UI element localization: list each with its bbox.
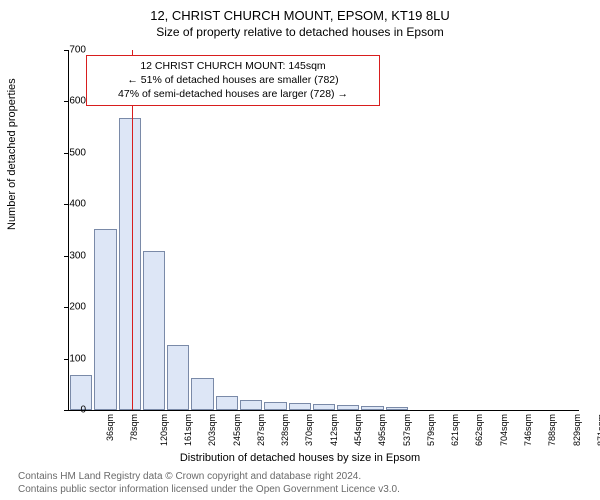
x-tick-label: 704sqm [499, 414, 509, 446]
x-tick-label: 245sqm [232, 414, 242, 446]
x-tick-label: 579sqm [426, 414, 436, 446]
y-tick-label: 600 [56, 96, 86, 107]
histogram-bar [119, 118, 141, 410]
histogram-bar [337, 405, 359, 410]
histogram-bar [143, 251, 165, 410]
histogram-bar [216, 396, 238, 410]
x-tick-label: 454sqm [353, 414, 363, 446]
y-tick-label: 400 [56, 199, 86, 210]
x-tick-label: 161sqm [183, 414, 193, 446]
x-tick-label: 120sqm [159, 414, 169, 446]
chart-subtitle: Size of property relative to detached ho… [0, 25, 600, 39]
x-tick-label: 495sqm [377, 414, 387, 446]
x-tick-label: 328sqm [280, 414, 290, 446]
annotation-line: 47% of semi-detached houses are larger (… [93, 87, 373, 101]
y-tick-label: 100 [56, 353, 86, 364]
annotation-line: ← 51% of detached houses are smaller (78… [93, 73, 373, 87]
x-tick-label: 662sqm [474, 414, 484, 446]
footer-line1: Contains HM Land Registry data © Crown c… [18, 471, 400, 484]
x-tick-label: 621sqm [450, 414, 460, 446]
chart-container: 12, CHRIST CHURCH MOUNT, EPSOM, KT19 8LU… [0, 0, 600, 500]
histogram-bar [167, 345, 189, 410]
histogram-bar [313, 404, 335, 410]
histogram-bar [240, 400, 262, 410]
x-tick-label: 746sqm [523, 414, 533, 446]
histogram-bar [361, 406, 383, 410]
histogram-bar [191, 378, 213, 410]
x-tick-label: 871sqm [596, 414, 600, 446]
y-axis-label: Number of detached properties [6, 78, 18, 230]
y-tick-label: 700 [56, 45, 86, 56]
x-tick-label: 36sqm [105, 414, 115, 441]
y-tick-label: 300 [56, 250, 86, 261]
histogram-bar [94, 229, 116, 410]
histogram-bar [264, 402, 286, 410]
chart-title: 12, CHRIST CHURCH MOUNT, EPSOM, KT19 8LU [0, 0, 600, 23]
x-tick-label: 287sqm [256, 414, 266, 446]
x-tick-label: 370sqm [304, 414, 314, 446]
y-tick-label: 500 [56, 147, 86, 158]
histogram-bar [289, 403, 311, 410]
x-axis-label: Distribution of detached houses by size … [0, 452, 600, 464]
x-tick-label: 412sqm [329, 414, 339, 446]
footer: Contains HM Land Registry data © Crown c… [18, 471, 400, 496]
footer-line2: Contains public sector information licen… [18, 484, 400, 497]
x-tick-label: 537sqm [402, 414, 412, 446]
y-tick-label: 0 [56, 405, 86, 416]
x-tick-label: 203sqm [207, 414, 217, 446]
x-tick-label: 829sqm [572, 414, 582, 446]
x-tick-label: 78sqm [129, 414, 139, 441]
histogram-bar [386, 407, 408, 410]
annotation-box: 12 CHRIST CHURCH MOUNT: 145sqm← 51% of d… [86, 55, 380, 106]
x-tick-label: 788sqm [547, 414, 557, 446]
y-tick-label: 200 [56, 302, 86, 313]
annotation-line: 12 CHRIST CHURCH MOUNT: 145sqm [93, 59, 373, 73]
